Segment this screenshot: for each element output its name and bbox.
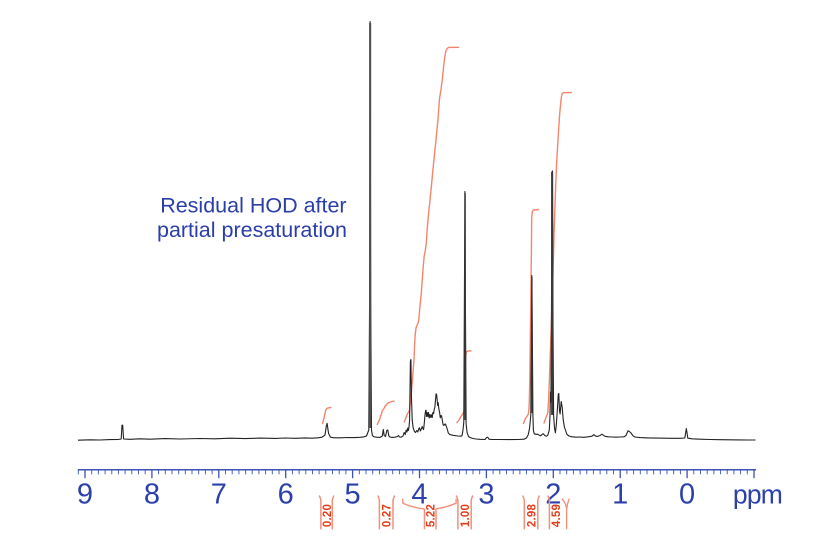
svg-text:0: 0 <box>679 479 695 511</box>
svg-text:3: 3 <box>478 479 494 511</box>
svg-text:1.00: 1.00 <box>460 504 472 527</box>
svg-text:4: 4 <box>411 479 427 511</box>
svg-text:partial presaturation: partial presaturation <box>157 218 347 242</box>
svg-text:7: 7 <box>211 479 227 511</box>
svg-text:5: 5 <box>345 479 361 511</box>
svg-text:5.22: 5.22 <box>426 504 438 527</box>
svg-text:4.59: 4.59 <box>551 504 563 527</box>
svg-text:2.98: 2.98 <box>526 504 538 528</box>
svg-text:6: 6 <box>278 479 294 511</box>
svg-text:ppm: ppm <box>733 480 782 510</box>
svg-text:1: 1 <box>612 479 628 511</box>
svg-text:Residual HOD after: Residual HOD after <box>160 193 346 217</box>
svg-text:9: 9 <box>77 479 93 511</box>
svg-text:8: 8 <box>144 479 160 511</box>
svg-text:0.20: 0.20 <box>322 504 334 527</box>
svg-text:0.27: 0.27 <box>382 504 394 527</box>
